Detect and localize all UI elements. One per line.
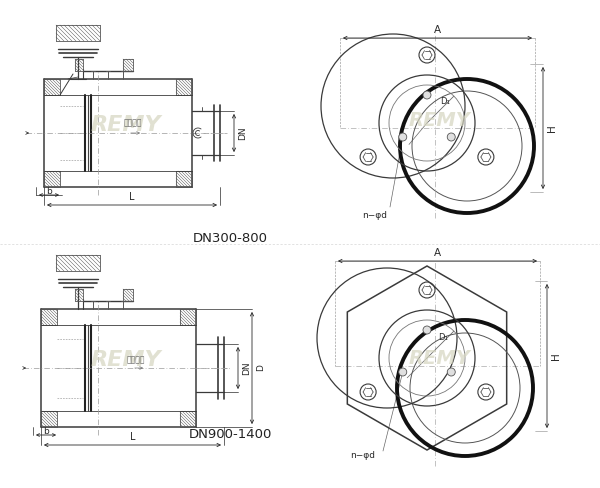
Text: REMY: REMY (91, 350, 161, 370)
Text: A: A (434, 25, 441, 35)
Text: D₁: D₁ (438, 333, 448, 343)
Text: DN: DN (238, 126, 247, 140)
Text: L: L (130, 432, 135, 442)
Text: REMY: REMY (409, 348, 471, 367)
Circle shape (399, 368, 407, 376)
Text: n−φd: n−φd (350, 451, 376, 461)
Text: 介质流向: 介质流向 (124, 119, 142, 127)
Circle shape (423, 326, 431, 334)
Text: DN300-800: DN300-800 (193, 231, 268, 244)
Text: b: b (46, 186, 52, 196)
Text: DN: DN (242, 361, 251, 375)
Text: D₁: D₁ (440, 97, 450, 105)
Circle shape (447, 368, 455, 376)
Circle shape (423, 91, 431, 99)
Text: n−φd: n−φd (362, 210, 388, 220)
Text: A: A (434, 248, 441, 258)
Text: H: H (551, 352, 561, 360)
Text: L: L (129, 192, 135, 202)
Text: b: b (43, 427, 49, 435)
Text: D: D (256, 365, 265, 371)
Text: 介质流向: 介质流向 (127, 355, 145, 365)
Circle shape (447, 133, 455, 141)
Text: REMY: REMY (91, 115, 161, 135)
Text: REMY: REMY (409, 110, 471, 129)
Circle shape (399, 133, 407, 141)
Text: H: H (547, 124, 557, 132)
Text: DN900-1400: DN900-1400 (188, 427, 272, 441)
